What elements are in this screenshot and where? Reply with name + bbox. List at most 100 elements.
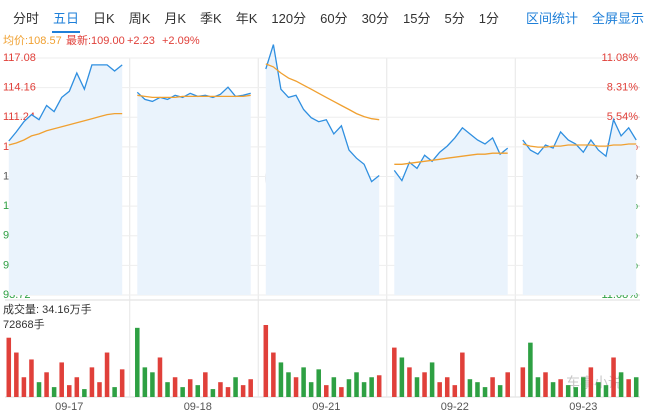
- volume-bar: [157, 357, 163, 397]
- volume-bar: [596, 382, 601, 397]
- volume-bar: [429, 362, 435, 397]
- volume-bar: [271, 352, 276, 397]
- volume-bar: [361, 382, 367, 397]
- y-tick-label: 114.16: [3, 82, 36, 94]
- volume-bar: [611, 357, 616, 397]
- volume-bar: [603, 385, 609, 397]
- volume-bar: [324, 385, 329, 397]
- volume-bar: [29, 359, 34, 397]
- price-area: [8, 64, 123, 296]
- volume-bar: [633, 377, 639, 397]
- tab[interactable]: 日K: [93, 10, 115, 26]
- volume-bar: [74, 377, 80, 397]
- volume-bar: [520, 367, 526, 397]
- volume-bar: [301, 367, 306, 397]
- volume-bar: [187, 379, 193, 397]
- action-button[interactable]: 全屏显示: [591, 10, 644, 26]
- volume-bar: [535, 377, 541, 397]
- volume-bar: [346, 379, 352, 397]
- volume-bar: [51, 387, 57, 397]
- volume-bar: [240, 385, 246, 397]
- volume-bar: [528, 342, 533, 397]
- volume-bar: [437, 382, 442, 397]
- action-button[interactable]: 区间统计: [525, 10, 578, 26]
- volume-tick-label: 72868手: [3, 317, 45, 331]
- volume-bar: [392, 347, 397, 397]
- volume-bar: [369, 377, 374, 397]
- tab[interactable]: 15分: [403, 10, 431, 26]
- price-area: [137, 87, 251, 295]
- volume-bar: [588, 367, 594, 397]
- volume-bar: [482, 387, 488, 397]
- volume-bar: [210, 389, 216, 397]
- volume-bar: [150, 372, 155, 397]
- volume-bar: [399, 357, 405, 397]
- tab[interactable]: 月K: [164, 10, 187, 26]
- tab[interactable]: 季K: [200, 10, 222, 26]
- volume-bar: [6, 337, 12, 397]
- volume-bar: [165, 382, 170, 397]
- volume-bar: [203, 372, 208, 397]
- volume-bar: [142, 367, 148, 397]
- volume-bar: [172, 377, 178, 397]
- volume-bar: [422, 372, 427, 397]
- volume-bar: [21, 377, 27, 397]
- price-line: [522, 117, 637, 158]
- volume-bar: [490, 377, 495, 397]
- change-pct: +2.09%: [162, 35, 200, 47]
- volume-bar: [444, 377, 450, 397]
- price-line: [265, 44, 380, 183]
- volume-bar: [89, 367, 95, 397]
- tab[interactable]: 60分: [320, 10, 348, 26]
- volume-bar: [14, 352, 19, 397]
- volume-bar: [573, 387, 579, 397]
- avg-line: [137, 94, 251, 99]
- volume-bar: [104, 352, 110, 397]
- volume-bar: [475, 382, 480, 397]
- price-line: [393, 126, 509, 182]
- x-tick-label: 09-18: [184, 401, 212, 413]
- volume-bar: [581, 377, 586, 397]
- tab[interactable]: 周K: [128, 10, 151, 26]
- avg-line: [265, 63, 380, 121]
- volume-bar: [407, 367, 412, 397]
- volume-bar: [248, 379, 253, 397]
- x-tick-label: 09-23: [569, 401, 597, 413]
- volume-bar: [565, 385, 571, 397]
- volume-title: 成交量: 34.16万手: [3, 302, 92, 316]
- tab[interactable]: 分时: [13, 10, 40, 26]
- volume-bar: [225, 387, 231, 397]
- price-area: [522, 119, 637, 295]
- volume-bar: [550, 382, 556, 397]
- volume-bar: [135, 327, 140, 397]
- tab[interactable]: 5分: [444, 10, 465, 26]
- tab[interactable]: 五日: [52, 2, 81, 33]
- avg-price: 均价:108.57: [3, 34, 62, 47]
- change: +2.23: [127, 35, 155, 47]
- avg-line: [522, 143, 637, 148]
- latest-price: 最新:109.00: [66, 33, 125, 47]
- x-tick-label: 09-22: [441, 401, 469, 413]
- volume-bar: [97, 382, 102, 397]
- volume-bar: [36, 382, 42, 397]
- tab[interactable]: 年K: [235, 10, 258, 26]
- volume-bar: [286, 372, 291, 397]
- volume-bar: [452, 385, 458, 397]
- y2-tick-label: 5.54%: [607, 111, 638, 123]
- tab[interactable]: 1分: [478, 10, 499, 26]
- price-line: [8, 64, 123, 142]
- price-area: [394, 127, 508, 295]
- volume-bar: [626, 379, 631, 397]
- tab[interactable]: 30分: [361, 10, 390, 26]
- volume-bar: [467, 379, 473, 397]
- volume-bar: [112, 387, 117, 397]
- tab[interactable]: 120分: [271, 10, 307, 26]
- volume-bar: [66, 385, 72, 397]
- volume-bar: [195, 385, 201, 397]
- volume-bar: [119, 369, 125, 397]
- volume-bar: [543, 372, 548, 397]
- volume-bar: [82, 389, 87, 397]
- volume-bar: [618, 372, 624, 397]
